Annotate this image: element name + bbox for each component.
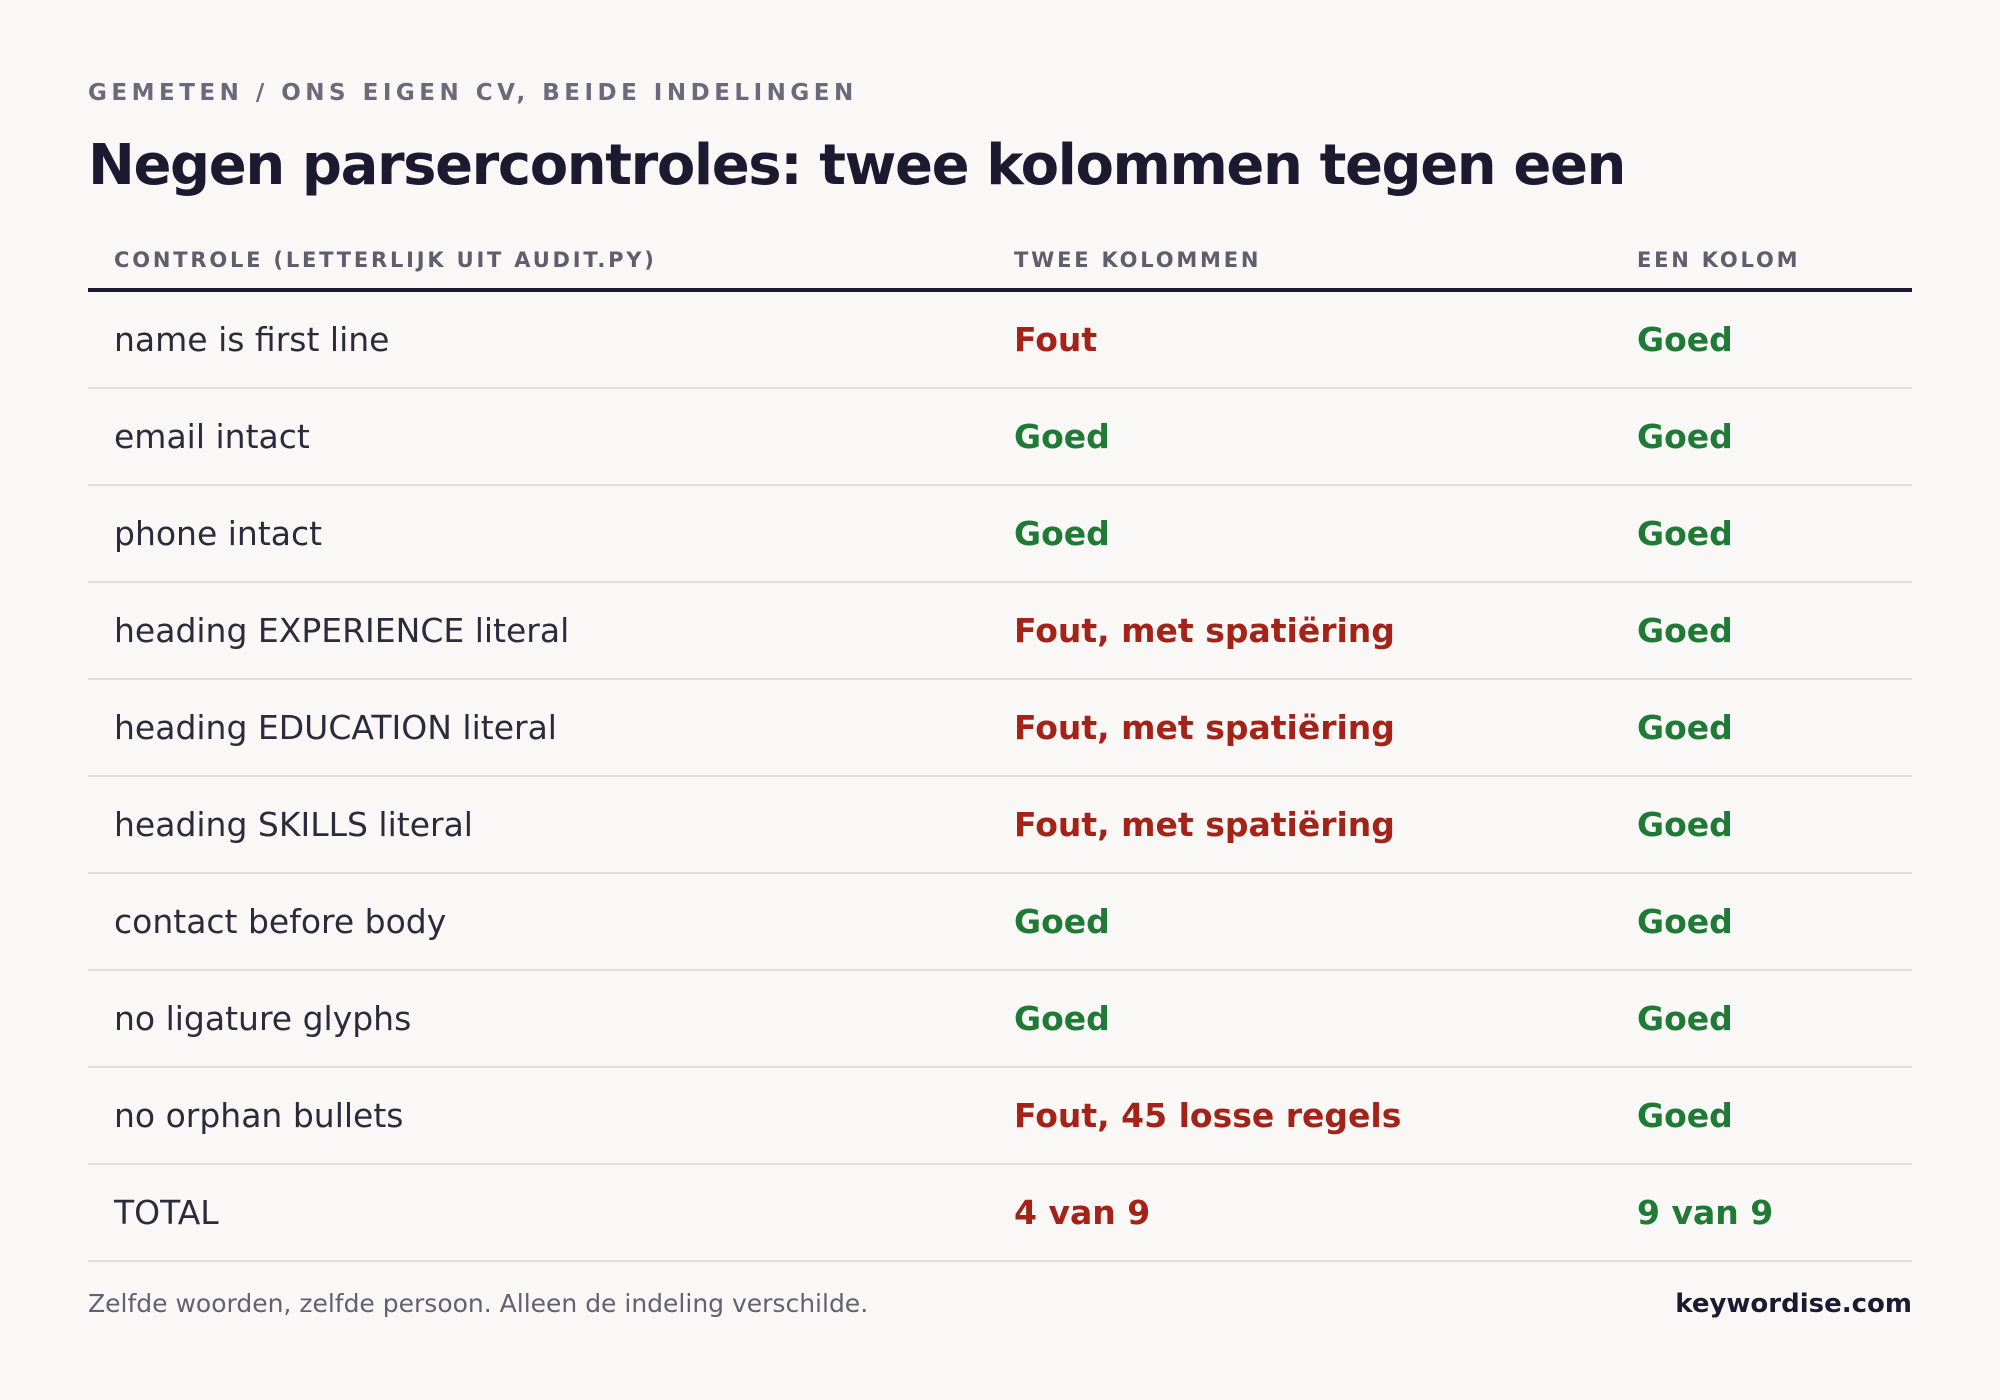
check-name-cell: email intact [88,388,988,486]
column-header-check: CONTROLE (LETTERLIJK UIT AUDIT.PY) [88,232,988,292]
table-row: email intact Goed Goed [88,388,1912,486]
one-column-result-cell: Goed [1611,679,1912,777]
check-name-cell: heading EDUCATION literal [88,679,988,777]
table-row: heading EXPERIENCE literal Fout, met spa… [88,582,1912,680]
table-row: heading SKILLS literal Fout, met spatiër… [88,776,1912,874]
one-column-result-cell: Goed [1611,485,1912,583]
one-column-result-cell: Goed [1611,582,1912,680]
two-columns-result-cell: Goed [988,388,1611,486]
one-column-result-cell: Goed [1611,970,1912,1068]
brand-link[interactable]: keywordise.com [1675,1289,1912,1319]
table-header-row: CONTROLE (LETTERLIJK UIT AUDIT.PY) TWEE … [88,232,1912,292]
footer: Zelfde woorden, zelfde persoon. Alleen d… [88,1284,1912,1324]
column-header-two-columns: TWEE KOLOMMEN [988,232,1611,292]
two-columns-result-cell: Goed [988,970,1611,1068]
two-columns-result-cell: Goed [988,873,1611,971]
table-row: phone intact Goed Goed [88,485,1912,583]
one-column-result-cell: Goed [1611,873,1912,971]
two-columns-result-cell: Fout, met spatiëring [988,776,1611,874]
footnote: Zelfde woorden, zelfde persoon. Alleen d… [88,1289,869,1318]
check-name-cell: no orphan bullets [88,1067,988,1165]
results-table: CONTROLE (LETTERLIJK UIT AUDIT.PY) TWEE … [88,232,1912,1262]
table-row: no ligature glyphs Goed Goed [88,970,1912,1068]
table-row: contact before body Goed Goed [88,873,1912,971]
eyebrow-label: GEMETEN / ONS EIGEN CV, BEIDE INDELINGEN [88,80,858,106]
two-columns-result-cell: Fout, met spatiëring [988,582,1611,680]
one-column-result-cell: Goed [1611,776,1912,874]
total-label-cell: TOTAL [88,1164,988,1262]
table-row: name is first line Fout Goed [88,290,1912,389]
one-column-result-cell: Goed [1611,290,1912,389]
check-name-cell: heading EXPERIENCE literal [88,582,988,680]
table-row-total: TOTAL 4 van 9 9 van 9 [88,1164,1912,1262]
table-row: heading EDUCATION literal Fout, met spat… [88,679,1912,777]
table-row: no orphan bullets Fout, 45 losse regels … [88,1067,1912,1165]
check-name-cell: name is first line [88,290,988,389]
two-columns-result-cell: Fout [988,290,1611,389]
check-name-cell: contact before body [88,873,988,971]
two-columns-total-cell: 4 van 9 [988,1164,1611,1262]
page: GEMETEN / ONS EIGEN CV, BEIDE INDELINGEN… [88,74,1912,1319]
page-title: Negen parsercontroles: twee kolommen teg… [88,133,1626,198]
one-column-result-cell: Goed [1611,1067,1912,1165]
one-column-result-cell: Goed [1611,388,1912,486]
check-name-cell: heading SKILLS literal [88,776,988,874]
check-name-cell: phone intact [88,485,988,583]
two-columns-result-cell: Fout, 45 losse regels [988,1067,1611,1165]
one-column-total-cell: 9 van 9 [1611,1164,1912,1262]
check-name-cell: no ligature glyphs [88,970,988,1068]
two-columns-result-cell: Goed [988,485,1611,583]
two-columns-result-cell: Fout, met spatiëring [988,679,1611,777]
column-header-one-column: EEN KOLOM [1611,232,1912,292]
